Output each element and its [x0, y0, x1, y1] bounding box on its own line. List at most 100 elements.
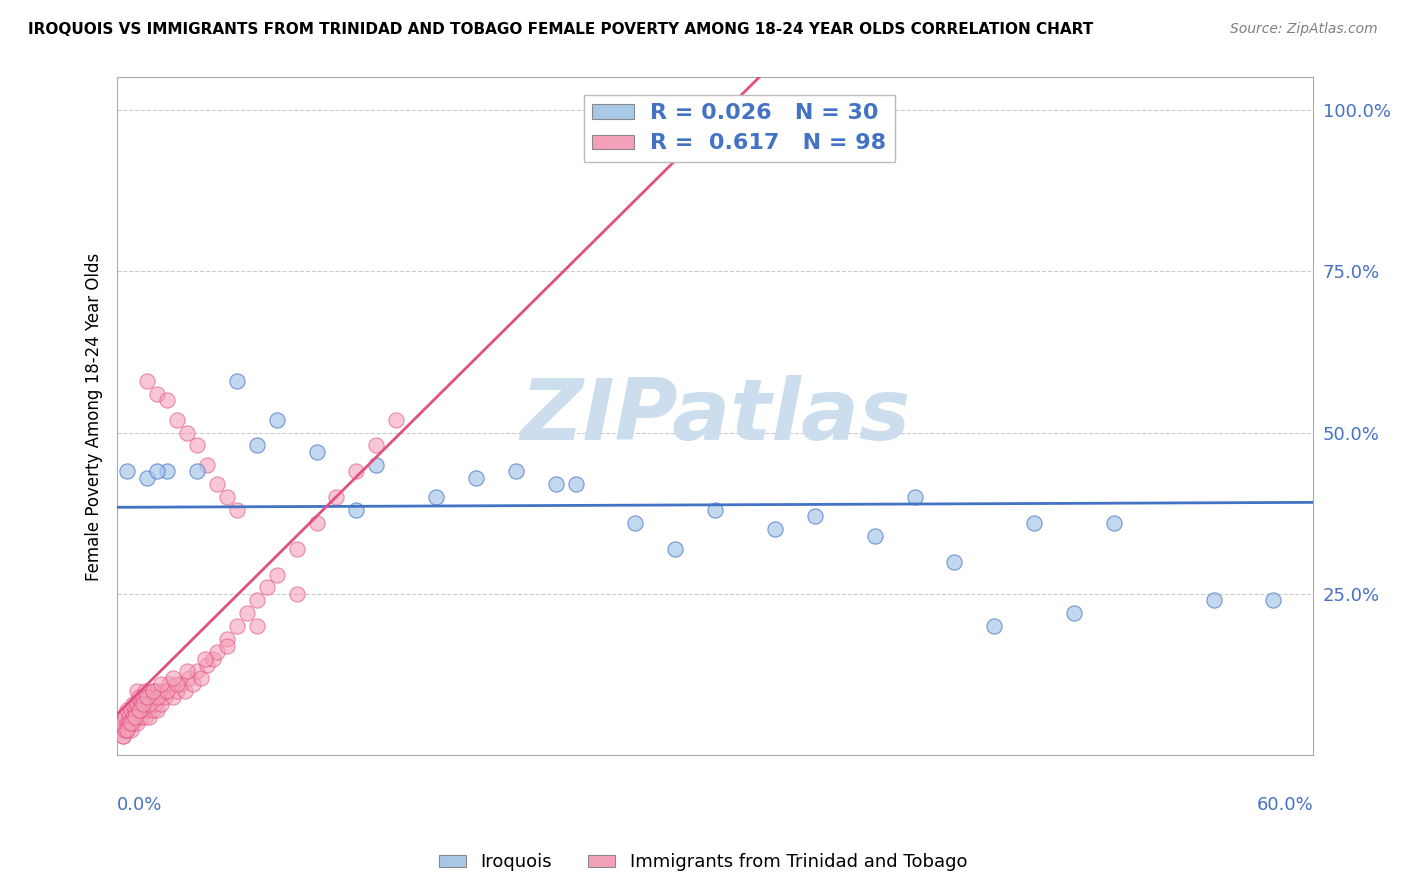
Point — [120, 716, 142, 731]
Point — [127, 683, 149, 698]
Point — [146, 703, 169, 717]
Point — [122, 709, 145, 723]
Point — [465, 471, 488, 485]
Point — [505, 464, 527, 478]
Point — [146, 464, 169, 478]
Point — [903, 490, 925, 504]
Y-axis label: Female Poverty Among 18-24 Year Olds: Female Poverty Among 18-24 Year Olds — [86, 252, 103, 581]
Point — [112, 729, 135, 743]
Point — [142, 703, 165, 717]
Point — [225, 374, 247, 388]
Point — [118, 716, 141, 731]
Point — [804, 509, 827, 524]
Point — [114, 723, 136, 737]
Point — [152, 683, 174, 698]
Point — [215, 632, 238, 647]
Point — [1263, 593, 1285, 607]
Point — [170, 677, 193, 691]
Point — [138, 697, 160, 711]
Point — [136, 374, 159, 388]
Point — [564, 477, 586, 491]
Point — [704, 503, 727, 517]
Point — [1202, 593, 1225, 607]
Point — [156, 393, 179, 408]
Point — [132, 690, 155, 705]
Text: 0.0%: 0.0% — [117, 796, 163, 814]
Point — [266, 412, 288, 426]
Legend: Iroquois, Immigrants from Trinidad and Tobago: Iroquois, Immigrants from Trinidad and T… — [432, 847, 974, 879]
Point — [128, 703, 150, 717]
Point — [544, 477, 567, 491]
Point — [983, 619, 1005, 633]
Point — [215, 639, 238, 653]
Point — [181, 677, 204, 691]
Point — [157, 677, 180, 691]
Point — [136, 697, 159, 711]
Point — [162, 671, 184, 685]
Point — [156, 683, 179, 698]
Point — [1102, 516, 1125, 530]
Point — [132, 703, 155, 717]
Point — [285, 541, 308, 556]
Point — [120, 723, 142, 737]
Point — [108, 723, 131, 737]
Point — [138, 709, 160, 723]
Point — [205, 477, 228, 491]
Point — [246, 619, 269, 633]
Point — [174, 683, 197, 698]
Point — [150, 697, 173, 711]
Point — [136, 471, 159, 485]
Point — [246, 438, 269, 452]
Point — [166, 683, 188, 698]
Point — [215, 490, 238, 504]
Point — [166, 412, 188, 426]
Point — [127, 716, 149, 731]
Point — [325, 490, 347, 504]
Point — [246, 593, 269, 607]
Point — [122, 697, 145, 711]
Point — [186, 665, 208, 679]
Point — [136, 690, 159, 705]
Point — [176, 425, 198, 440]
Point — [186, 438, 208, 452]
Point — [305, 516, 328, 530]
Point — [136, 703, 159, 717]
Point — [285, 587, 308, 601]
Text: 60.0%: 60.0% — [1257, 796, 1313, 814]
Point — [236, 607, 259, 621]
Text: IROQUOIS VS IMMIGRANTS FROM TRINIDAD AND TOBAGO FEMALE POVERTY AMONG 18-24 YEAR : IROQUOIS VS IMMIGRANTS FROM TRINIDAD AND… — [28, 22, 1094, 37]
Point — [664, 541, 686, 556]
Point — [194, 651, 217, 665]
Point — [256, 581, 278, 595]
Point — [305, 445, 328, 459]
Point — [122, 716, 145, 731]
Text: Source: ZipAtlas.com: Source: ZipAtlas.com — [1230, 22, 1378, 37]
Point — [142, 683, 165, 698]
Point — [344, 464, 367, 478]
Point — [143, 697, 166, 711]
Point — [150, 677, 173, 691]
Point — [225, 619, 247, 633]
Point — [425, 490, 447, 504]
Point — [153, 690, 176, 705]
Point — [138, 690, 160, 705]
Point — [146, 690, 169, 705]
Point — [127, 697, 149, 711]
Point — [943, 555, 966, 569]
Point — [201, 651, 224, 665]
Point — [129, 703, 152, 717]
Point — [118, 709, 141, 723]
Point — [132, 697, 155, 711]
Point — [225, 503, 247, 517]
Point — [1063, 607, 1085, 621]
Point — [146, 386, 169, 401]
Point — [115, 723, 138, 737]
Point — [118, 716, 141, 731]
Point — [186, 464, 208, 478]
Point — [115, 703, 138, 717]
Point — [142, 683, 165, 698]
Point — [156, 683, 179, 698]
Point — [128, 703, 150, 717]
Point — [195, 657, 218, 672]
Point — [190, 671, 212, 685]
